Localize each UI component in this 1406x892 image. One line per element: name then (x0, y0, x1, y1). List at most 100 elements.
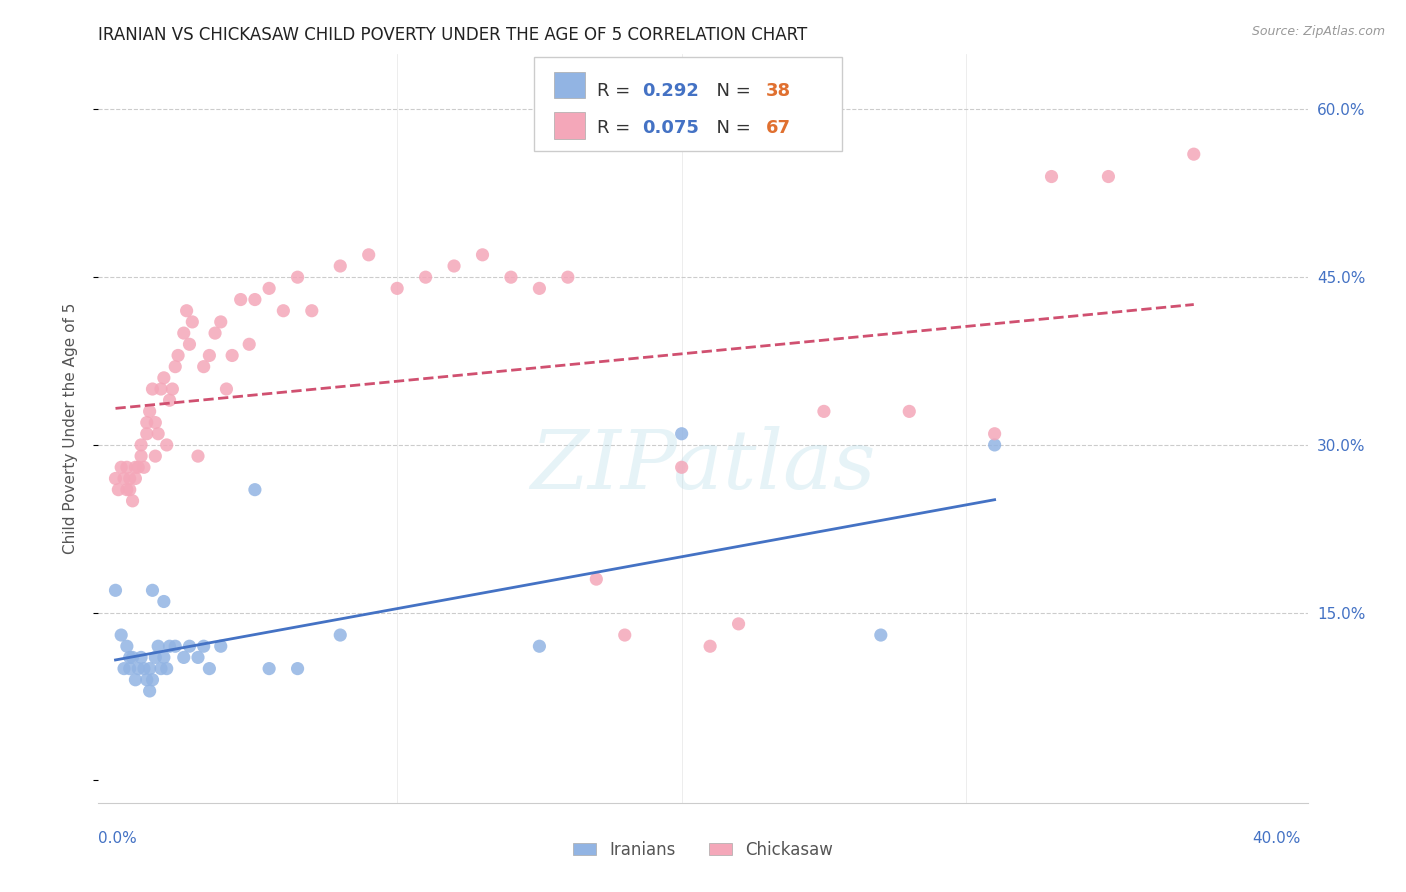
Point (115, 483, 138, 497)
Point (198, 349, 221, 363)
Point (132, 662, 155, 676)
Point (135, 426, 157, 441)
Point (301, 303, 323, 318)
Point (129, 650, 152, 665)
Point (179, 639, 201, 653)
Text: 0.0%: 0.0% (98, 831, 138, 846)
Point (385, 281, 408, 295)
Point (1182, 147, 1205, 161)
Point (150, 662, 173, 676)
Point (176, 303, 198, 318)
Point (983, 438, 1005, 452)
Point (124, 471, 146, 485)
Text: Source: ZipAtlas.com: Source: ZipAtlas.com (1251, 25, 1385, 38)
Point (187, 449, 209, 463)
Point (187, 650, 209, 665)
Point (193, 359, 215, 374)
Point (156, 662, 179, 676)
Point (150, 382, 173, 396)
Point (159, 393, 181, 408)
Point (471, 248, 494, 262)
Point (869, 628, 891, 642)
Point (107, 483, 129, 497)
Point (118, 471, 141, 485)
Point (613, 628, 636, 642)
Point (121, 650, 143, 665)
Point (204, 326, 226, 340)
Point (898, 404, 921, 418)
Point (529, 639, 551, 653)
Point (1097, 169, 1119, 184)
Point (165, 639, 187, 653)
Point (143, 449, 166, 463)
Text: 67: 67 (766, 120, 792, 137)
Text: ZIPatlas: ZIPatlas (530, 425, 876, 506)
Point (727, 616, 749, 631)
Point (118, 650, 141, 665)
Y-axis label: Child Poverty Under the Age of 5: Child Poverty Under the Age of 5 (63, 302, 77, 554)
Point (671, 460, 693, 475)
Point (415, 270, 437, 285)
Point (1040, 169, 1063, 184)
Point (118, 483, 141, 497)
Point (329, 628, 352, 642)
Point (671, 426, 693, 441)
Point (156, 438, 179, 452)
Point (181, 315, 204, 329)
Legend: Iranians, Chickasaw: Iranians, Chickasaw (565, 834, 841, 865)
Bar (554, 112, 585, 138)
Point (699, 639, 721, 653)
Point (499, 270, 522, 285)
Point (243, 483, 266, 497)
Point (557, 270, 579, 285)
Point (115, 639, 138, 653)
Bar (554, 72, 585, 98)
Point (110, 460, 132, 475)
Point (138, 684, 160, 698)
Point (287, 270, 309, 285)
Point (357, 248, 380, 262)
Point (162, 382, 184, 396)
Point (104, 583, 127, 598)
Text: 38: 38 (766, 82, 792, 100)
Point (153, 371, 176, 385)
Point (215, 382, 238, 396)
Point (173, 650, 195, 665)
Point (138, 662, 160, 676)
Point (127, 662, 149, 676)
Point (141, 382, 163, 396)
Point (198, 662, 221, 676)
Point (112, 471, 135, 485)
Point (143, 416, 166, 430)
Text: 40.0%: 40.0% (1253, 831, 1301, 846)
Point (115, 460, 138, 475)
Text: N =: N = (706, 82, 756, 100)
Point (124, 460, 146, 475)
Point (153, 594, 176, 608)
Text: IRANIAN VS CHICKASAW CHILD POVERTY UNDER THE AGE OF 5 CORRELATION CHART: IRANIAN VS CHICKASAW CHILD POVERTY UNDER… (98, 26, 807, 44)
Point (153, 650, 176, 665)
Point (221, 349, 243, 363)
FancyBboxPatch shape (534, 57, 842, 151)
Point (257, 662, 280, 676)
Point (193, 639, 215, 653)
Point (135, 673, 157, 687)
Point (243, 293, 266, 307)
Point (229, 293, 252, 307)
Point (146, 639, 169, 653)
Point (585, 572, 607, 586)
Point (104, 471, 127, 485)
Point (173, 326, 195, 340)
Point (443, 259, 465, 273)
Point (138, 404, 160, 418)
Text: 0.075: 0.075 (643, 120, 699, 137)
Point (132, 460, 155, 475)
Point (141, 583, 163, 598)
Point (238, 337, 260, 351)
Point (121, 493, 143, 508)
Text: 0.292: 0.292 (643, 82, 699, 100)
Text: N =: N = (706, 120, 756, 137)
Point (112, 662, 135, 676)
Point (983, 426, 1005, 441)
Text: R =: R = (596, 120, 636, 137)
